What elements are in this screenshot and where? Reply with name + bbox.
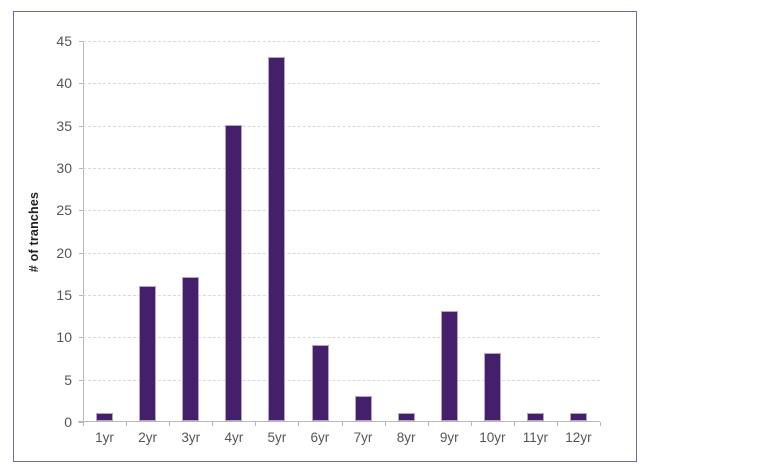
y-tick-label: 10 — [56, 329, 72, 346]
gridline-5 — [83, 379, 600, 381]
y-axis-tick — [79, 125, 83, 127]
x-axis-tick — [427, 422, 429, 426]
x-axis-tick — [169, 422, 171, 426]
y-axis-tick — [79, 422, 83, 423]
bar-10yr — [483, 353, 501, 421]
y-axis-line — [83, 41, 84, 422]
gridline-35 — [83, 125, 600, 127]
x-axis-tick — [513, 422, 515, 426]
x-tick-label-12yr: 12yr — [565, 430, 592, 445]
y-axis-title: # of tranches — [27, 191, 41, 272]
y-tick-label: 35 — [56, 117, 72, 134]
bar-12yr — [570, 412, 587, 421]
x-tick-label-2yr: 2yr — [138, 430, 158, 445]
x-axis-tick — [556, 422, 558, 426]
y-axis-tick — [79, 168, 83, 169]
gridline-15 — [83, 295, 600, 296]
x-axis-tick — [298, 422, 300, 426]
bar-11yr — [526, 412, 544, 421]
bar-8yr — [397, 412, 415, 421]
bar-7yr — [354, 395, 372, 421]
y-axis-tick — [79, 379, 83, 381]
x-axis-tick — [384, 422, 386, 426]
bar-6yr — [311, 344, 329, 421]
x-axis-tick — [83, 422, 84, 426]
x-tick-label-4yr: 4yr — [224, 430, 244, 445]
y-axis-tick — [79, 210, 83, 212]
y-axis-tick — [79, 252, 83, 254]
x-tick-label-9yr: 9yr — [439, 430, 459, 445]
bar-4yr — [225, 124, 243, 421]
y-tick-label: 0 — [64, 414, 72, 430]
y-tick-label: 5 — [64, 371, 72, 388]
bar-5yr — [268, 56, 286, 421]
y-axis-tick — [79, 337, 83, 339]
bar-1yr — [96, 412, 113, 421]
gridline-45 — [83, 41, 600, 42]
x-axis-tick — [212, 422, 214, 426]
x-tick-label-3yr: 3yr — [181, 430, 201, 445]
y-axis-tick — [79, 41, 83, 42]
y-axis-tick — [79, 83, 83, 85]
bar-2yr — [139, 285, 157, 421]
y-tick-label: 15 — [56, 287, 72, 303]
x-tick-label-6yr: 6yr — [310, 430, 330, 445]
plot-area: # of tranches 0 5 10 15 20 25 30 35 40 45 1yr 2yr 3y… — [27, 33, 601, 445]
y-tick-label: 25 — [56, 202, 72, 219]
x-axis-tick — [255, 422, 257, 426]
gridline-40 — [83, 83, 600, 85]
x-axis-tick — [126, 422, 128, 426]
y-tick-label: 45 — [56, 33, 72, 49]
y-tick-label: 30 — [56, 160, 72, 176]
y-tick-label: 40 — [56, 75, 72, 92]
x-axis-tick — [341, 422, 343, 426]
y-axis-tick — [79, 295, 83, 296]
chart-border-frame: # of tranches 0 5 10 15 20 25 30 35 40 45 1yr 2yr 3y… — [13, 11, 637, 462]
gridline-30 — [83, 168, 600, 169]
bar-9yr — [440, 310, 458, 421]
gridline-25 — [83, 210, 600, 212]
bar-3yr — [182, 277, 200, 421]
x-tick-label-11yr: 11yr — [522, 430, 548, 445]
y-tick-label: 20 — [56, 244, 72, 261]
x-axis-tick — [600, 422, 601, 426]
x-tick-label-10yr: 10yr — [479, 430, 506, 445]
gridline-20 — [83, 252, 600, 254]
x-axis-tick — [470, 422, 472, 426]
x-tick-label-8yr: 8yr — [396, 430, 416, 445]
gridline-10 — [83, 337, 600, 339]
x-tick-label-7yr: 7yr — [353, 430, 373, 445]
x-axis-line — [78, 421, 600, 422]
x-tick-label-1yr: 1yr — [95, 430, 114, 445]
x-tick-label-5yr: 5yr — [267, 430, 287, 445]
